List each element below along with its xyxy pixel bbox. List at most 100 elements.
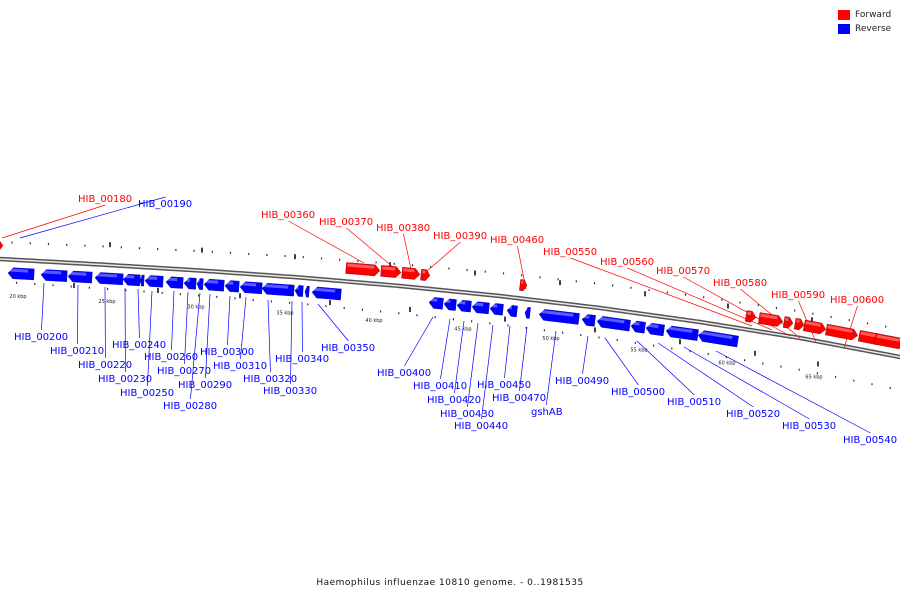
tick-dot xyxy=(521,274,523,277)
tick-dot xyxy=(320,257,323,260)
reverse-gene xyxy=(196,278,204,290)
tick-dot xyxy=(138,247,141,250)
tick-dot xyxy=(361,308,363,311)
leader-line xyxy=(137,288,140,339)
gene-label: HIB_00200 xyxy=(14,332,68,343)
reverse-gene xyxy=(428,297,444,310)
genome-backbone xyxy=(0,256,900,360)
tick-dot xyxy=(612,284,614,287)
scale-tick-label: 25 kbp xyxy=(98,299,115,305)
gene-label: HIB_00370 xyxy=(319,217,373,228)
reverse-gene xyxy=(122,273,141,287)
tick-mark xyxy=(727,303,729,309)
gene-labels: HIB_00180HIB_00360HIB_00370HIB_00380HIB_… xyxy=(14,194,897,446)
scale-tick-label: 55 kbp xyxy=(630,347,647,353)
tick-dot xyxy=(525,326,527,329)
reverse-gene xyxy=(239,281,263,295)
tick-dot xyxy=(757,304,759,307)
leader-line xyxy=(41,282,45,331)
leader-line xyxy=(683,346,810,420)
leader-line xyxy=(454,320,465,394)
reverse-swatch xyxy=(838,24,850,34)
gene-label: HIB_00220 xyxy=(78,360,132,371)
tick-dot xyxy=(703,296,705,299)
tick-dot xyxy=(357,260,359,263)
tick-dot xyxy=(634,341,636,344)
tick-dot xyxy=(143,290,145,293)
leader-line xyxy=(317,303,349,342)
genome-caption: Haemophilus influenzae 10810 genome. - 0… xyxy=(316,578,584,588)
tick-dot xyxy=(666,291,668,294)
gene-label: HIB_00310 xyxy=(213,361,267,372)
tick-dot xyxy=(744,359,746,362)
tick-dot xyxy=(216,295,218,298)
tick-dot xyxy=(125,289,127,292)
tick-mark xyxy=(157,287,159,293)
tick-dot xyxy=(848,319,850,322)
tick-dot xyxy=(557,278,559,281)
tick-dot xyxy=(325,305,327,308)
tick-dot xyxy=(593,282,596,285)
tick-dot xyxy=(393,262,395,265)
tick-dot xyxy=(775,306,778,309)
gene-label: HIB_00290 xyxy=(178,380,232,391)
gene-label: HIB_00190 xyxy=(138,199,192,210)
tick-mark xyxy=(817,361,819,367)
leader-line xyxy=(481,324,494,420)
leader-line xyxy=(570,257,753,327)
tick-dot xyxy=(853,379,855,382)
tick-dot xyxy=(889,386,891,389)
label-leader-lines xyxy=(1,196,871,434)
tick-dot xyxy=(539,276,541,279)
gene-label: HIB_00250 xyxy=(120,388,174,399)
tick-dot xyxy=(70,285,72,288)
gene-label: HIB_00340 xyxy=(275,354,329,365)
tick-dot xyxy=(193,249,195,252)
tick-dot xyxy=(798,368,800,371)
reverse-gene xyxy=(697,330,739,348)
tick-dot xyxy=(616,339,618,342)
leader-line xyxy=(403,233,412,270)
tick-dot xyxy=(434,316,436,319)
tick-dot xyxy=(762,362,764,365)
forward-gene xyxy=(758,312,784,327)
tick-dot xyxy=(343,306,345,309)
tick-dot xyxy=(266,253,268,256)
gene-label: HIB_00490 xyxy=(555,376,609,387)
reverse-gene xyxy=(183,277,197,290)
leader-line xyxy=(740,288,801,339)
tick-dot xyxy=(448,267,450,270)
gene-label: HIB_00550 xyxy=(543,247,597,258)
reverse-gene xyxy=(471,301,490,315)
tick-dot xyxy=(816,372,818,375)
forward-gene xyxy=(519,279,528,292)
tick-dot xyxy=(812,312,814,315)
reverse-gene xyxy=(94,272,124,286)
gene-label: HIB_00520 xyxy=(726,409,780,420)
forward-gene xyxy=(874,333,900,350)
forward-gene xyxy=(825,323,858,341)
tick-dot xyxy=(430,265,432,268)
leader-line xyxy=(636,340,695,396)
leader-line xyxy=(171,290,175,351)
tick-dot xyxy=(198,294,200,297)
tick-dot xyxy=(211,250,213,253)
tick-dot xyxy=(648,289,650,292)
reverse-gene xyxy=(645,322,665,337)
tick-dot xyxy=(302,256,304,259)
tick-dot xyxy=(84,244,86,247)
tick-mark xyxy=(754,350,756,356)
tick-dot xyxy=(739,301,741,304)
gene-label: HIB_00390 xyxy=(433,231,487,242)
tick-dot xyxy=(375,261,377,264)
gene-label: HIB_00530 xyxy=(782,421,836,432)
scale-tick-label: 35 kbp xyxy=(276,310,293,316)
gene-label: HIB_00510 xyxy=(667,397,721,408)
scale-tick-label: 30 kbp xyxy=(187,304,204,310)
gene-label: HIB_00540 xyxy=(843,435,897,446)
tick-dot xyxy=(120,246,122,249)
tick-dot xyxy=(543,329,545,332)
tick-dot xyxy=(284,255,286,258)
reverse-gene xyxy=(456,300,472,313)
reverse-gene xyxy=(261,283,295,297)
